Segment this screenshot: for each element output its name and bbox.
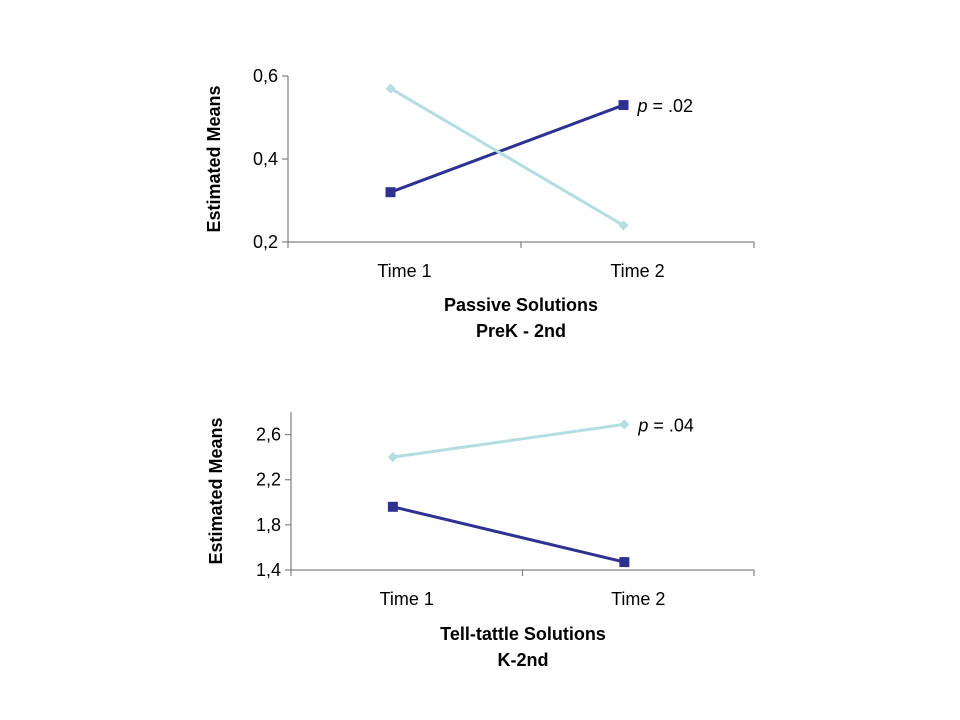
x-tick-label: Time 2 xyxy=(610,261,664,281)
square-data-point xyxy=(387,501,398,512)
tell-tattle-solutions-chart: 1,4 1,8 2,2 2,6 Time 1 Time 2 Estimated Means T… xyxy=(206,412,755,670)
p-value-text: = .02 xyxy=(648,96,694,116)
square-data-point xyxy=(619,557,630,568)
series-line-0 xyxy=(389,103,625,194)
chart-title-line: Passive Solutions xyxy=(444,295,598,315)
y-tick-label: 2,6 xyxy=(256,425,281,445)
passive-solutions-chart: 0,2 0,4 0,6 Time 1 Time 2 Estimated Means Pass… xyxy=(204,66,755,341)
chart-title-line: K-2nd xyxy=(498,650,549,670)
y-tick-label: 0,4 xyxy=(253,149,278,169)
p-value-annotation: p = .04 xyxy=(637,415,694,435)
y-axis-title: Estimated Means xyxy=(204,85,224,232)
y-tick-label: 1,4 xyxy=(256,560,281,580)
p-value-text: = .04 xyxy=(648,415,694,435)
square-data-point xyxy=(618,100,629,111)
series-line-0 xyxy=(392,505,625,564)
chart-title-line: Tell-tattle Solutions xyxy=(440,624,606,644)
diamond-data-point xyxy=(619,419,630,430)
p-symbol: p xyxy=(637,96,648,116)
diamond-data-point xyxy=(385,83,396,94)
series-line-1 xyxy=(389,87,625,227)
square-data-point xyxy=(385,187,396,198)
chart-title-line: PreK - 2nd xyxy=(476,321,566,341)
y-tick-label: 0,6 xyxy=(253,66,278,86)
y-tick-label: 2,2 xyxy=(256,470,281,490)
x-tick-label: Time 2 xyxy=(611,589,665,609)
series-line-1 xyxy=(392,422,625,459)
x-tick-label: Time 1 xyxy=(380,589,434,609)
y-tick-label: 1,8 xyxy=(256,515,281,535)
p-value-annotation: p = .02 xyxy=(637,96,694,116)
y-axis-title: Estimated Means xyxy=(206,417,226,564)
x-tick-label: Time 1 xyxy=(377,261,431,281)
y-tick-label: 0,2 xyxy=(253,232,278,252)
diamond-data-point xyxy=(618,220,629,231)
diamond-data-point xyxy=(387,452,398,463)
p-symbol: p xyxy=(637,415,648,435)
